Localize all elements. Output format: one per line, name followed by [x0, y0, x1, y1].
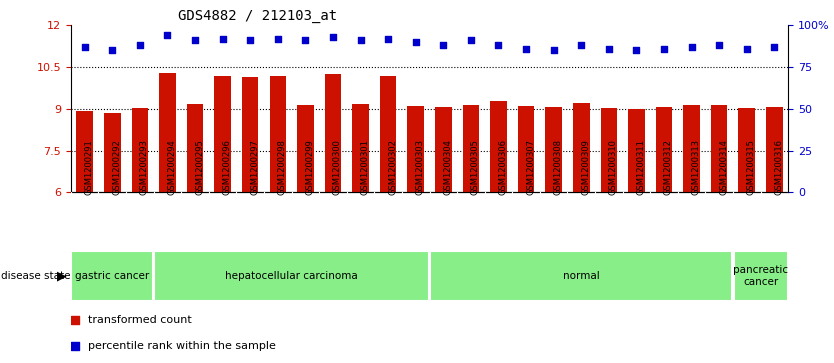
Point	[409, 39, 422, 45]
Point	[492, 42, 505, 48]
Text: GSM1200311: GSM1200311	[636, 139, 646, 195]
Point	[767, 44, 781, 50]
FancyBboxPatch shape	[430, 251, 732, 301]
Text: GSM1200315: GSM1200315	[746, 139, 756, 195]
Text: GSM1200298: GSM1200298	[278, 139, 287, 195]
Bar	[297, 105, 314, 192]
Text: GSM1200297: GSM1200297	[250, 139, 259, 195]
Point	[326, 34, 339, 40]
Text: GSM1200316: GSM1200316	[774, 139, 783, 195]
Point	[78, 44, 92, 50]
Text: GSM1200292: GSM1200292	[113, 139, 121, 195]
Text: GSM1200307: GSM1200307	[526, 139, 535, 195]
Text: ▶: ▶	[57, 269, 67, 282]
Text: GDS4882 / 212103_at: GDS4882 / 212103_at	[178, 9, 338, 23]
Bar	[408, 106, 424, 192]
Bar	[573, 103, 590, 192]
Text: gastric cancer: gastric cancer	[75, 271, 149, 281]
FancyBboxPatch shape	[154, 251, 429, 301]
Text: disease state: disease state	[1, 271, 70, 281]
Point	[354, 37, 367, 43]
Bar	[379, 76, 396, 192]
Point	[244, 37, 257, 43]
Text: GSM1200294: GSM1200294	[168, 139, 177, 195]
Text: GSM1200295: GSM1200295	[195, 139, 204, 195]
Text: GSM1200304: GSM1200304	[444, 139, 452, 195]
Text: GSM1200301: GSM1200301	[360, 139, 369, 195]
Text: pancreatic
cancer: pancreatic cancer	[733, 265, 788, 287]
Text: hepatocellular carcinoma: hepatocellular carcinoma	[225, 271, 358, 281]
Text: percentile rank within the sample: percentile rank within the sample	[88, 341, 275, 351]
Text: normal: normal	[563, 271, 600, 281]
Text: GSM1200303: GSM1200303	[415, 139, 425, 195]
Bar	[214, 76, 231, 192]
Point	[299, 37, 312, 43]
Point	[133, 42, 147, 48]
Bar	[490, 101, 507, 192]
Text: GSM1200306: GSM1200306	[499, 139, 507, 195]
Text: GSM1200302: GSM1200302	[388, 139, 397, 195]
Text: GSM1200313: GSM1200313	[691, 139, 701, 195]
Point	[188, 37, 202, 43]
Bar	[628, 109, 645, 192]
FancyBboxPatch shape	[72, 251, 153, 301]
Bar	[683, 105, 700, 192]
Point	[106, 48, 119, 53]
Point	[381, 36, 394, 42]
Bar	[738, 107, 755, 192]
Bar	[159, 73, 176, 192]
Bar	[352, 104, 369, 192]
Bar	[600, 107, 617, 192]
Point	[520, 46, 533, 52]
Bar	[463, 105, 480, 192]
Point	[712, 42, 726, 48]
Bar	[545, 107, 562, 192]
Bar	[766, 107, 782, 192]
Bar	[104, 113, 121, 192]
Text: GSM1200300: GSM1200300	[333, 139, 342, 195]
Bar	[242, 77, 259, 192]
Text: GSM1200299: GSM1200299	[305, 139, 314, 195]
Text: GSM1200296: GSM1200296	[223, 139, 232, 195]
Text: GSM1200312: GSM1200312	[664, 139, 673, 195]
Bar	[269, 76, 286, 192]
Text: GSM1200293: GSM1200293	[140, 139, 148, 195]
Bar	[711, 105, 727, 192]
FancyBboxPatch shape	[734, 251, 787, 301]
Bar	[435, 107, 451, 192]
Point	[575, 42, 588, 48]
Text: GSM1200308: GSM1200308	[554, 139, 563, 195]
Text: GSM1200309: GSM1200309	[581, 139, 590, 195]
Point	[271, 36, 284, 42]
Point	[465, 37, 478, 43]
Bar	[324, 74, 341, 192]
Point	[310, 211, 324, 216]
Point	[740, 46, 753, 52]
Text: GSM1200305: GSM1200305	[471, 139, 480, 195]
Bar	[656, 107, 672, 192]
Text: GSM1200291: GSM1200291	[85, 139, 93, 195]
Bar	[518, 106, 535, 192]
Bar	[132, 108, 148, 192]
Point	[630, 48, 643, 53]
Bar	[77, 111, 93, 192]
Point	[161, 33, 174, 38]
Point	[216, 36, 229, 42]
Point	[685, 44, 698, 50]
Point	[602, 46, 615, 52]
Text: GSM1200314: GSM1200314	[719, 139, 728, 195]
Text: GSM1200310: GSM1200310	[609, 139, 618, 195]
Point	[437, 42, 450, 48]
Point	[547, 48, 560, 53]
Text: transformed count: transformed count	[88, 315, 191, 325]
Point	[657, 46, 671, 52]
Bar	[187, 104, 203, 192]
